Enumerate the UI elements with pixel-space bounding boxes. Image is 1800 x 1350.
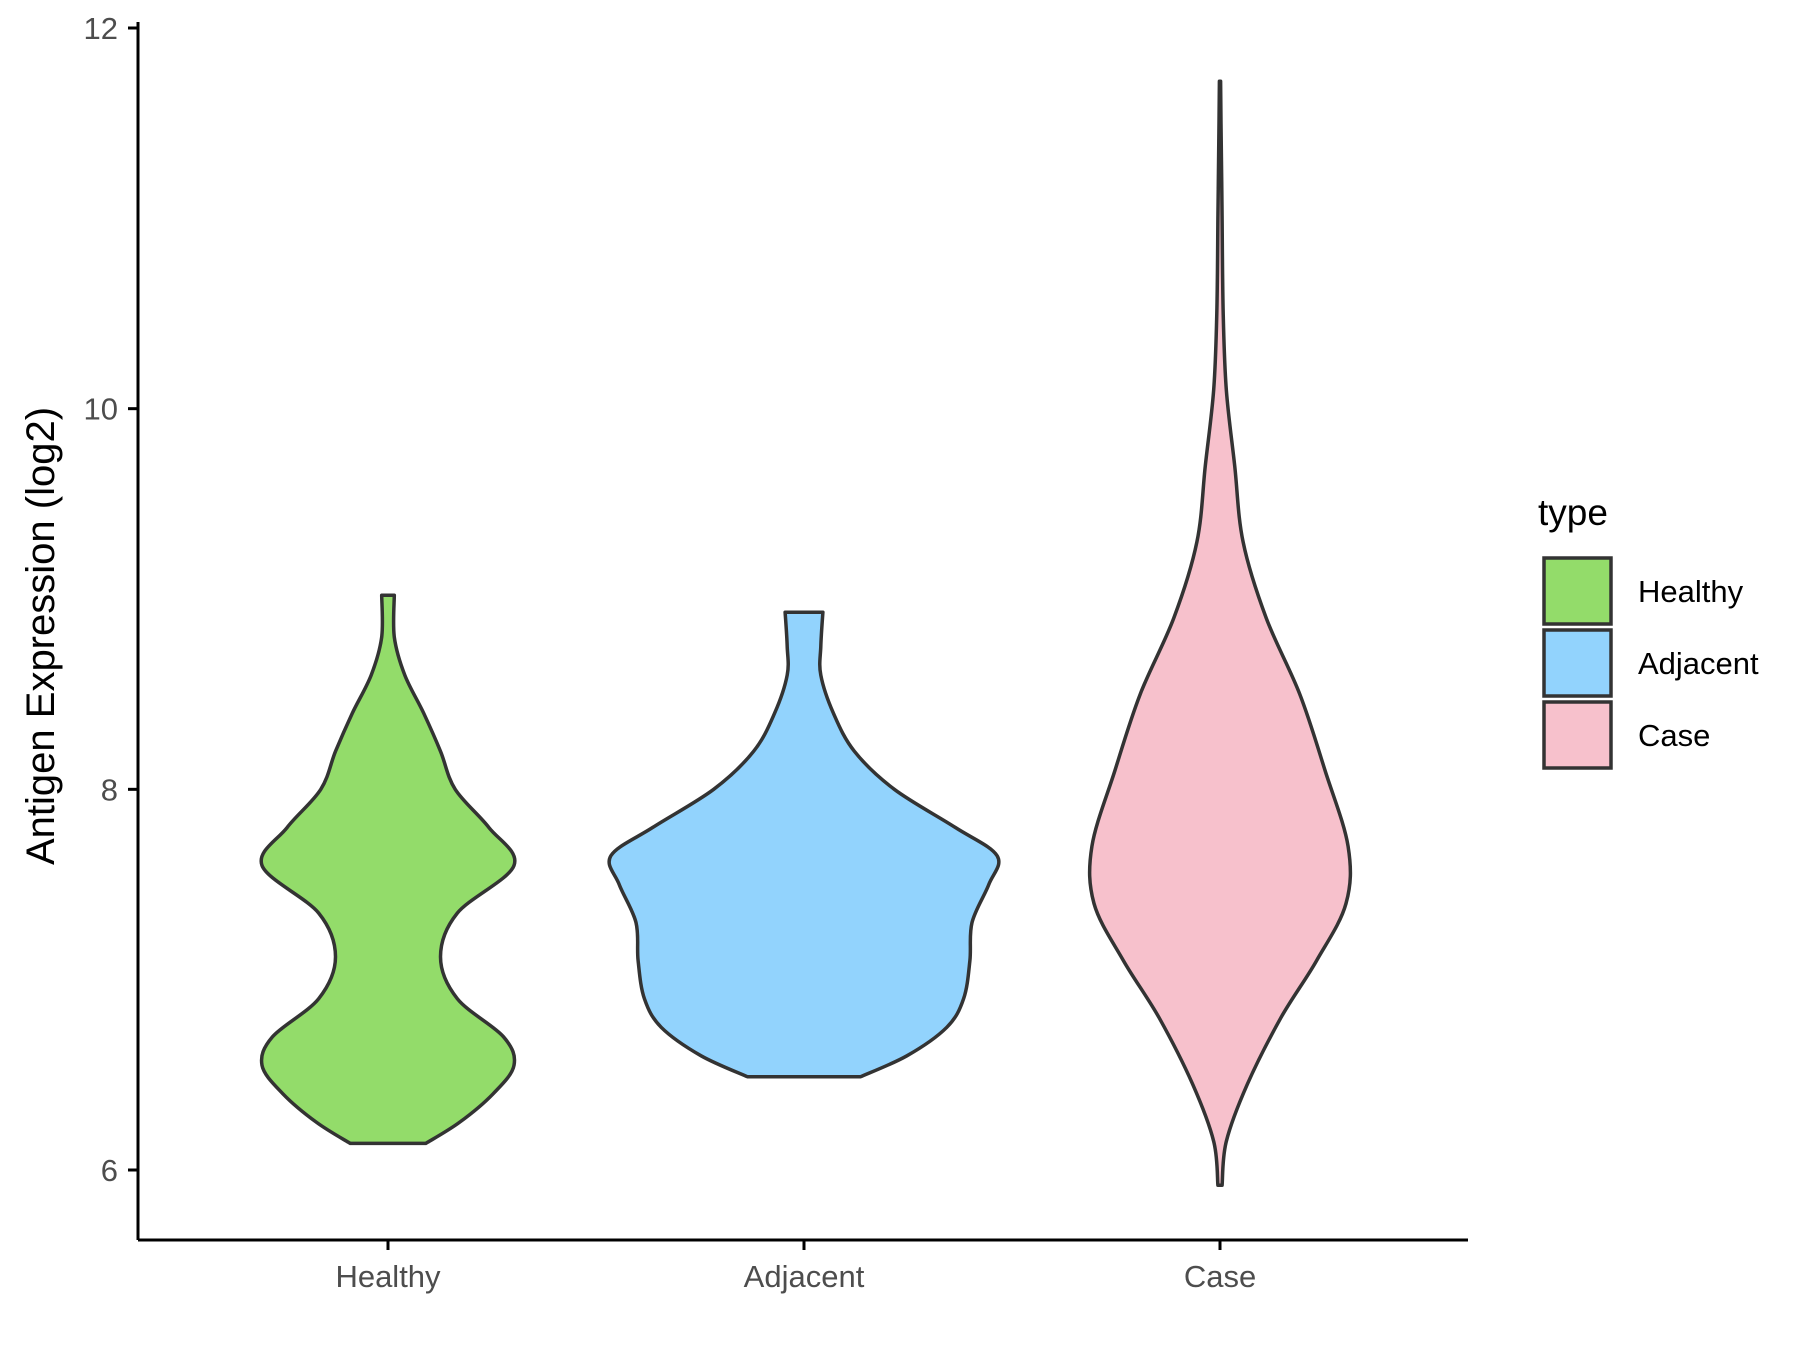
legend-items: Healthy Adjacent Case <box>1542 556 1759 770</box>
y-axis-ticks: 6 8 10 12 <box>84 11 138 1188</box>
violin-healthy <box>259 593 517 1146</box>
x-tick-label-case: Case <box>1184 1259 1256 1294</box>
legend-swatch-adjacent <box>1542 628 1613 698</box>
legend-swatch-healthy <box>1542 556 1613 626</box>
y-tick-label: 10 <box>84 392 118 427</box>
violin-adjacent <box>607 610 1001 1079</box>
legend-label-case: Case <box>1638 718 1710 753</box>
legend-label-healthy: Healthy <box>1638 574 1744 609</box>
x-tick-label-adjacent: Adjacent <box>744 1259 865 1294</box>
violin-case <box>1087 79 1353 1187</box>
y-tick-label: 12 <box>84 11 118 46</box>
y-tick-label: 6 <box>101 1153 118 1188</box>
legend: type Healthy Adjacent Case <box>1538 492 1759 770</box>
violin-layer <box>259 79 1353 1187</box>
x-tick-label-healthy: Healthy <box>335 1259 441 1294</box>
legend-label-adjacent: Adjacent <box>1638 646 1759 681</box>
legend-title: type <box>1538 492 1608 533</box>
y-axis-title: Antigen Expression (log2) <box>19 407 63 865</box>
axes: 6 8 10 12 Healthy Adjacent Case <box>84 11 1468 1294</box>
y-tick-label: 8 <box>101 772 118 807</box>
legend-swatch-case <box>1542 700 1613 770</box>
x-axis-ticks: Healthy Adjacent Case <box>335 1240 1256 1294</box>
